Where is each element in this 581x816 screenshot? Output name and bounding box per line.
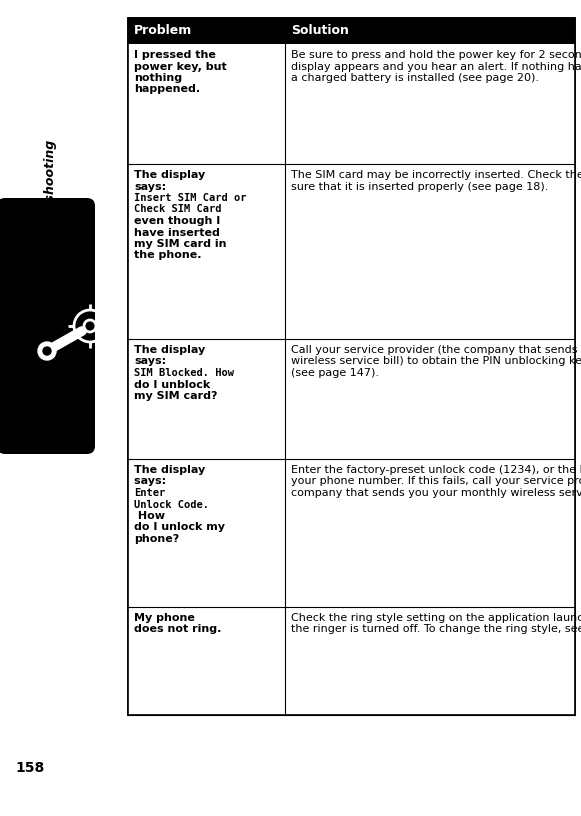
Bar <box>128 164 575 339</box>
Text: sure that it is inserted properly (see page 18).: sure that it is inserted properly (see p… <box>291 181 548 192</box>
Text: The display: The display <box>134 345 205 355</box>
Bar <box>128 339 575 459</box>
Text: Insert SIM Card or: Insert SIM Card or <box>134 193 246 203</box>
Text: Be sure to press and hold the power key for 2 seconds, until the: Be sure to press and hold the power key … <box>291 50 581 60</box>
Bar <box>128 607 575 715</box>
Text: my SIM card?: my SIM card? <box>134 391 217 401</box>
Bar <box>128 18 575 44</box>
Text: Check SIM Card: Check SIM Card <box>134 205 221 215</box>
Bar <box>128 459 575 607</box>
Text: does not ring.: does not ring. <box>134 624 221 635</box>
Text: phone?: phone? <box>134 534 180 544</box>
Text: display appears and you hear an alert. If nothing happens, check that: display appears and you hear an alert. I… <box>291 61 581 72</box>
Circle shape <box>43 347 51 355</box>
Text: nothing: nothing <box>134 73 182 83</box>
Text: The display: The display <box>134 170 205 180</box>
Text: power key, but: power key, but <box>134 61 227 72</box>
Text: company that sends you your monthly wireless service bill).: company that sends you your monthly wire… <box>291 488 581 498</box>
Text: your phone number. If this fails, call your service provider (the: your phone number. If this fails, call y… <box>291 477 581 486</box>
Text: says:: says: <box>134 477 170 486</box>
Text: Enter: Enter <box>134 488 165 498</box>
Text: a charged battery is installed (see page 20).: a charged battery is installed (see page… <box>291 73 539 83</box>
Text: have inserted: have inserted <box>134 228 220 237</box>
Text: Unlock Code.: Unlock Code. <box>134 499 209 509</box>
Text: 158: 158 <box>15 761 45 775</box>
Text: even though I: even though I <box>134 216 220 226</box>
Text: Call your service provider (the company that sends you your monthly: Call your service provider (the company … <box>291 345 581 355</box>
Text: the phone.: the phone. <box>134 251 202 260</box>
Text: my SIM card in: my SIM card in <box>134 239 227 249</box>
Text: Check the ring style setting on the application launcher screen, then: Check the ring style setting on the appl… <box>291 613 581 623</box>
Text: the ringer is turned off. To change the ring style, see page 56.: the ringer is turned off. To change the … <box>291 624 581 635</box>
Text: wireless service bill) to obtain the PIN unblocking key (PUK) code: wireless service bill) to obtain the PIN… <box>291 357 581 366</box>
Text: Enter the factory-preset unlock code (1234), or the last 4 digits of: Enter the factory-preset unlock code (12… <box>291 465 581 475</box>
Text: Problem: Problem <box>134 24 192 38</box>
Text: I pressed the: I pressed the <box>134 50 216 60</box>
Text: The SIM card may be incorrectly inserted. Check the SIM card to make: The SIM card may be incorrectly inserted… <box>291 170 581 180</box>
Text: My phone: My phone <box>134 613 195 623</box>
Text: The display: The display <box>134 465 205 475</box>
Text: says:: says: <box>134 181 166 192</box>
Text: Troubleshooting: Troubleshooting <box>44 139 56 253</box>
Text: How: How <box>134 511 165 521</box>
Bar <box>128 18 575 715</box>
Text: do I unlock my: do I unlock my <box>134 522 225 533</box>
Text: says:: says: <box>134 357 166 366</box>
Text: (see page 147).: (see page 147). <box>291 368 379 378</box>
Bar <box>128 44 575 164</box>
Circle shape <box>48 344 56 352</box>
Text: Solution: Solution <box>291 24 349 38</box>
Text: SIM Blocked. How: SIM Blocked. How <box>134 368 234 378</box>
FancyBboxPatch shape <box>0 198 95 454</box>
Circle shape <box>38 342 56 360</box>
Bar <box>128 18 575 715</box>
Text: do I unblock: do I unblock <box>134 379 210 389</box>
Text: happened.: happened. <box>134 85 200 95</box>
